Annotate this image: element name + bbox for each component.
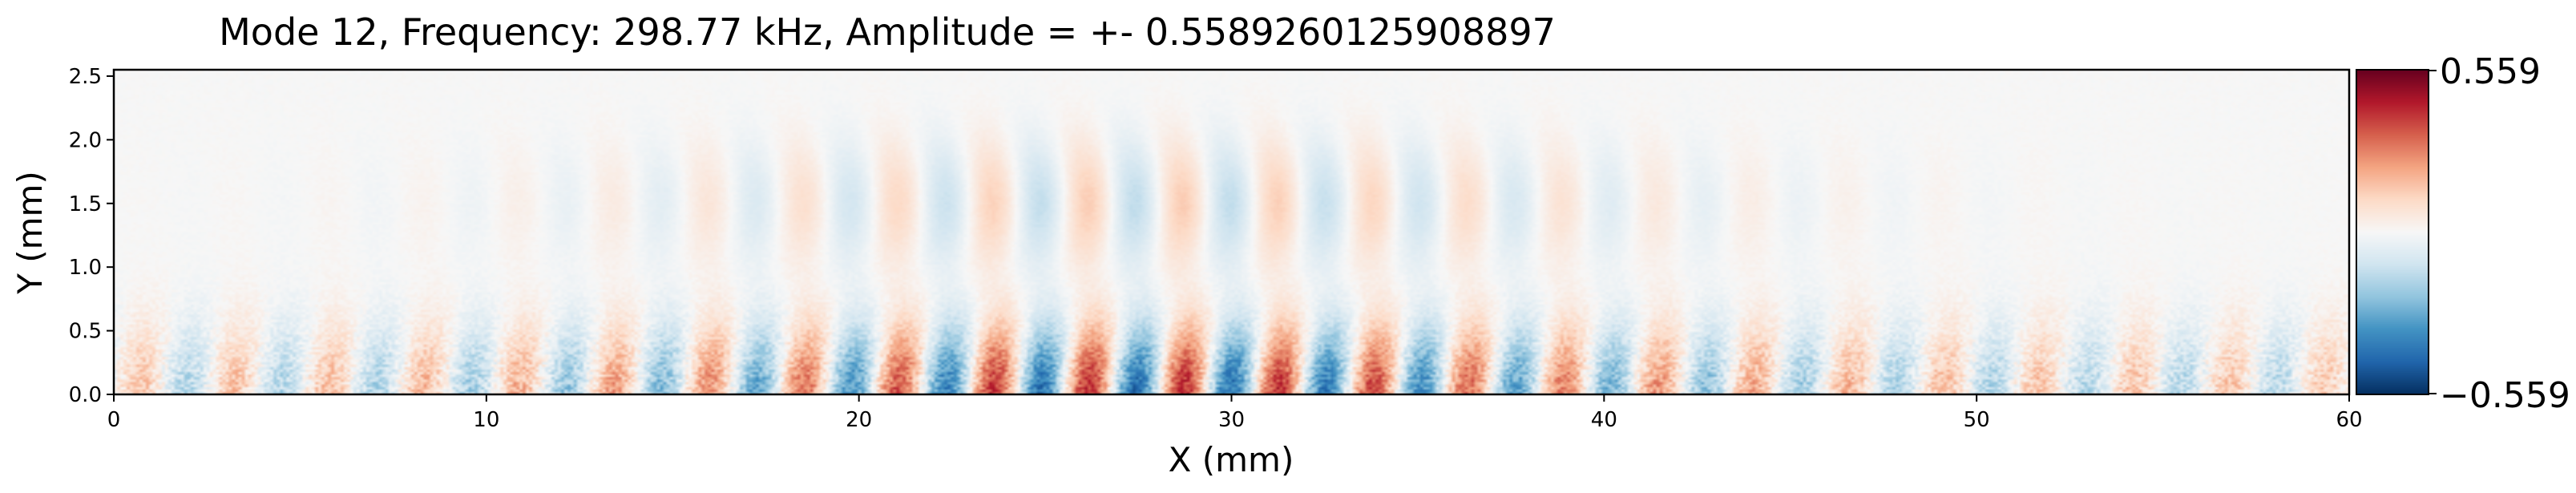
x-axis-label: X (mm) — [1169, 440, 1294, 479]
y-tick-label: 2.0 — [69, 128, 102, 152]
colorbar-max-label: 0.559 — [2440, 51, 2541, 92]
x-tick-label: 30 — [1218, 408, 1245, 432]
x-axis-ticks: 0 10 20 30 40 50 60 — [107, 394, 2363, 432]
y-tick-label: 0.5 — [69, 320, 102, 344]
y-tick-label: 2.5 — [69, 65, 102, 89]
y-axis-ticks: 0.0 0.5 1.0 1.5 2.0 2.5 — [69, 65, 114, 407]
plot-frame — [112, 68, 2351, 396]
x-tick-label: 60 — [2336, 408, 2362, 432]
y-tick-label: 0.0 — [69, 383, 102, 407]
x-tick-label: 20 — [846, 408, 872, 432]
y-tick-label: 1.0 — [69, 256, 102, 280]
x-tick-label: 0 — [107, 408, 121, 432]
y-tick-label: 1.5 — [69, 192, 102, 216]
colorbar-gradient — [2356, 70, 2429, 394]
chart-title: Mode 12, Frequency: 298.77 kHz, Amplitud… — [219, 10, 1556, 54]
colorbar-min-label: −0.559 — [2440, 375, 2570, 416]
y-axis-label: Y (mm) — [10, 171, 50, 295]
heatmap-image — [114, 70, 2349, 394]
x-tick-label: 50 — [1964, 408, 1990, 432]
colorbar-frame — [2356, 69, 2429, 395]
x-tick-label: 40 — [1591, 408, 1617, 432]
x-tick-label: 10 — [473, 408, 499, 432]
